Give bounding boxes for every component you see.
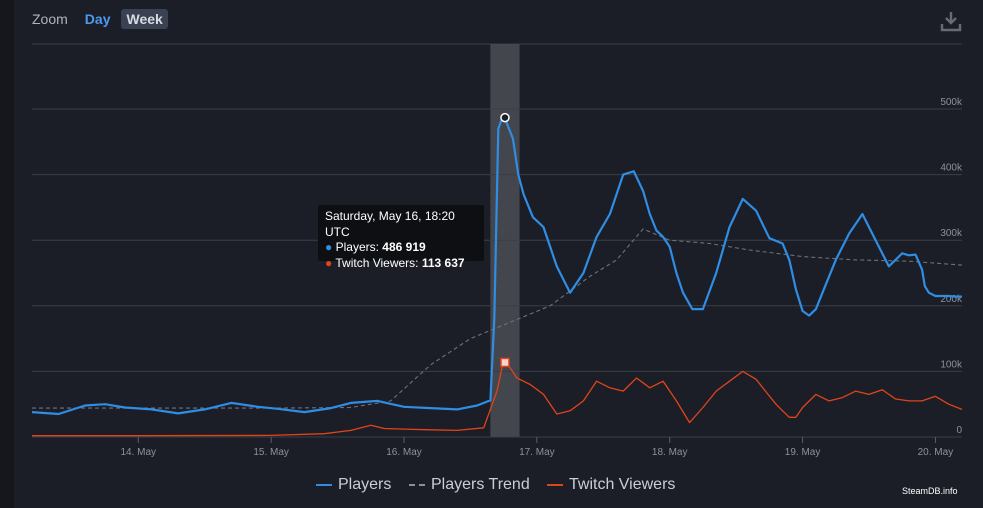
x-tick-label: 15. May bbox=[253, 447, 289, 458]
legend-twitch-line-icon bbox=[547, 484, 563, 486]
zoom-day-button[interactable]: Day bbox=[84, 11, 111, 27]
y-tick-label: 0 bbox=[956, 425, 962, 436]
twitch-viewers-series-line bbox=[32, 361, 963, 437]
chart-frame-left bbox=[0, 0, 14, 508]
zoom-label: Zoom bbox=[32, 11, 68, 27]
x-tick-label: 17. May bbox=[519, 447, 555, 458]
tooltip-twitch-value: 113 637 bbox=[421, 255, 465, 270]
legend-trend-dash-icon bbox=[409, 484, 425, 486]
tooltip-row-players: ● Players: 486 919 bbox=[325, 240, 477, 256]
x-tick-label: 19. May bbox=[785, 447, 821, 458]
tooltip-row-twitch: ● Twitch Viewers: 113 637 bbox=[325, 256, 477, 272]
players-trend-series-line bbox=[32, 228, 963, 409]
legend-trend-label: Players Trend bbox=[431, 476, 530, 493]
twitch-dot-icon: ● bbox=[325, 255, 333, 270]
download-icon[interactable] bbox=[940, 10, 962, 32]
players-series-line bbox=[31, 116, 962, 416]
legend-twitch-label: Twitch Viewers bbox=[569, 476, 676, 493]
zoom-week-button[interactable]: Week bbox=[121, 9, 168, 29]
legend-item-players[interactable]: Players bbox=[316, 476, 391, 494]
twitch-hover-marker bbox=[500, 357, 510, 368]
tooltip-players-value: 486 919 bbox=[382, 240, 426, 254]
x-tick-label: 14. May bbox=[120, 447, 156, 458]
tooltip-title: Saturday, May 16, 18:20 UTC bbox=[325, 209, 455, 239]
zoom-toolbar: Zoom Day Week bbox=[32, 9, 168, 29]
legend-item-twitch[interactable]: Twitch Viewers bbox=[547, 476, 675, 494]
legend-item-trend[interactable]: Players Trend bbox=[409, 476, 530, 494]
x-tick-label: 20. May bbox=[918, 447, 954, 458]
y-tick-label: 300k bbox=[940, 228, 963, 239]
legend-players-label: Players bbox=[338, 476, 392, 493]
x-tick-label: 18. May bbox=[652, 447, 688, 458]
players-hover-marker bbox=[500, 112, 510, 123]
players-dot-icon: ● bbox=[325, 240, 333, 254]
y-tick-label: 400k bbox=[940, 163, 963, 174]
y-tick-label: 100k bbox=[940, 359, 963, 370]
tooltip-twitch-label: Twitch Viewers: bbox=[335, 255, 419, 270]
chart-tooltip: Saturday, May 16, 18:20 UTC ● Players: 4… bbox=[318, 205, 484, 270]
legend-players-line-icon bbox=[316, 484, 332, 486]
tooltip-players-label: Players: bbox=[335, 240, 379, 254]
chart-legend: Players Players Trend Twitch Viewers bbox=[0, 476, 983, 498]
y-tick-label: 200k bbox=[940, 294, 963, 305]
x-tick-label: 16. May bbox=[386, 447, 422, 458]
steamdb-credit: SteamDB.info bbox=[902, 486, 958, 496]
y-tick-label: 500k bbox=[940, 97, 963, 108]
